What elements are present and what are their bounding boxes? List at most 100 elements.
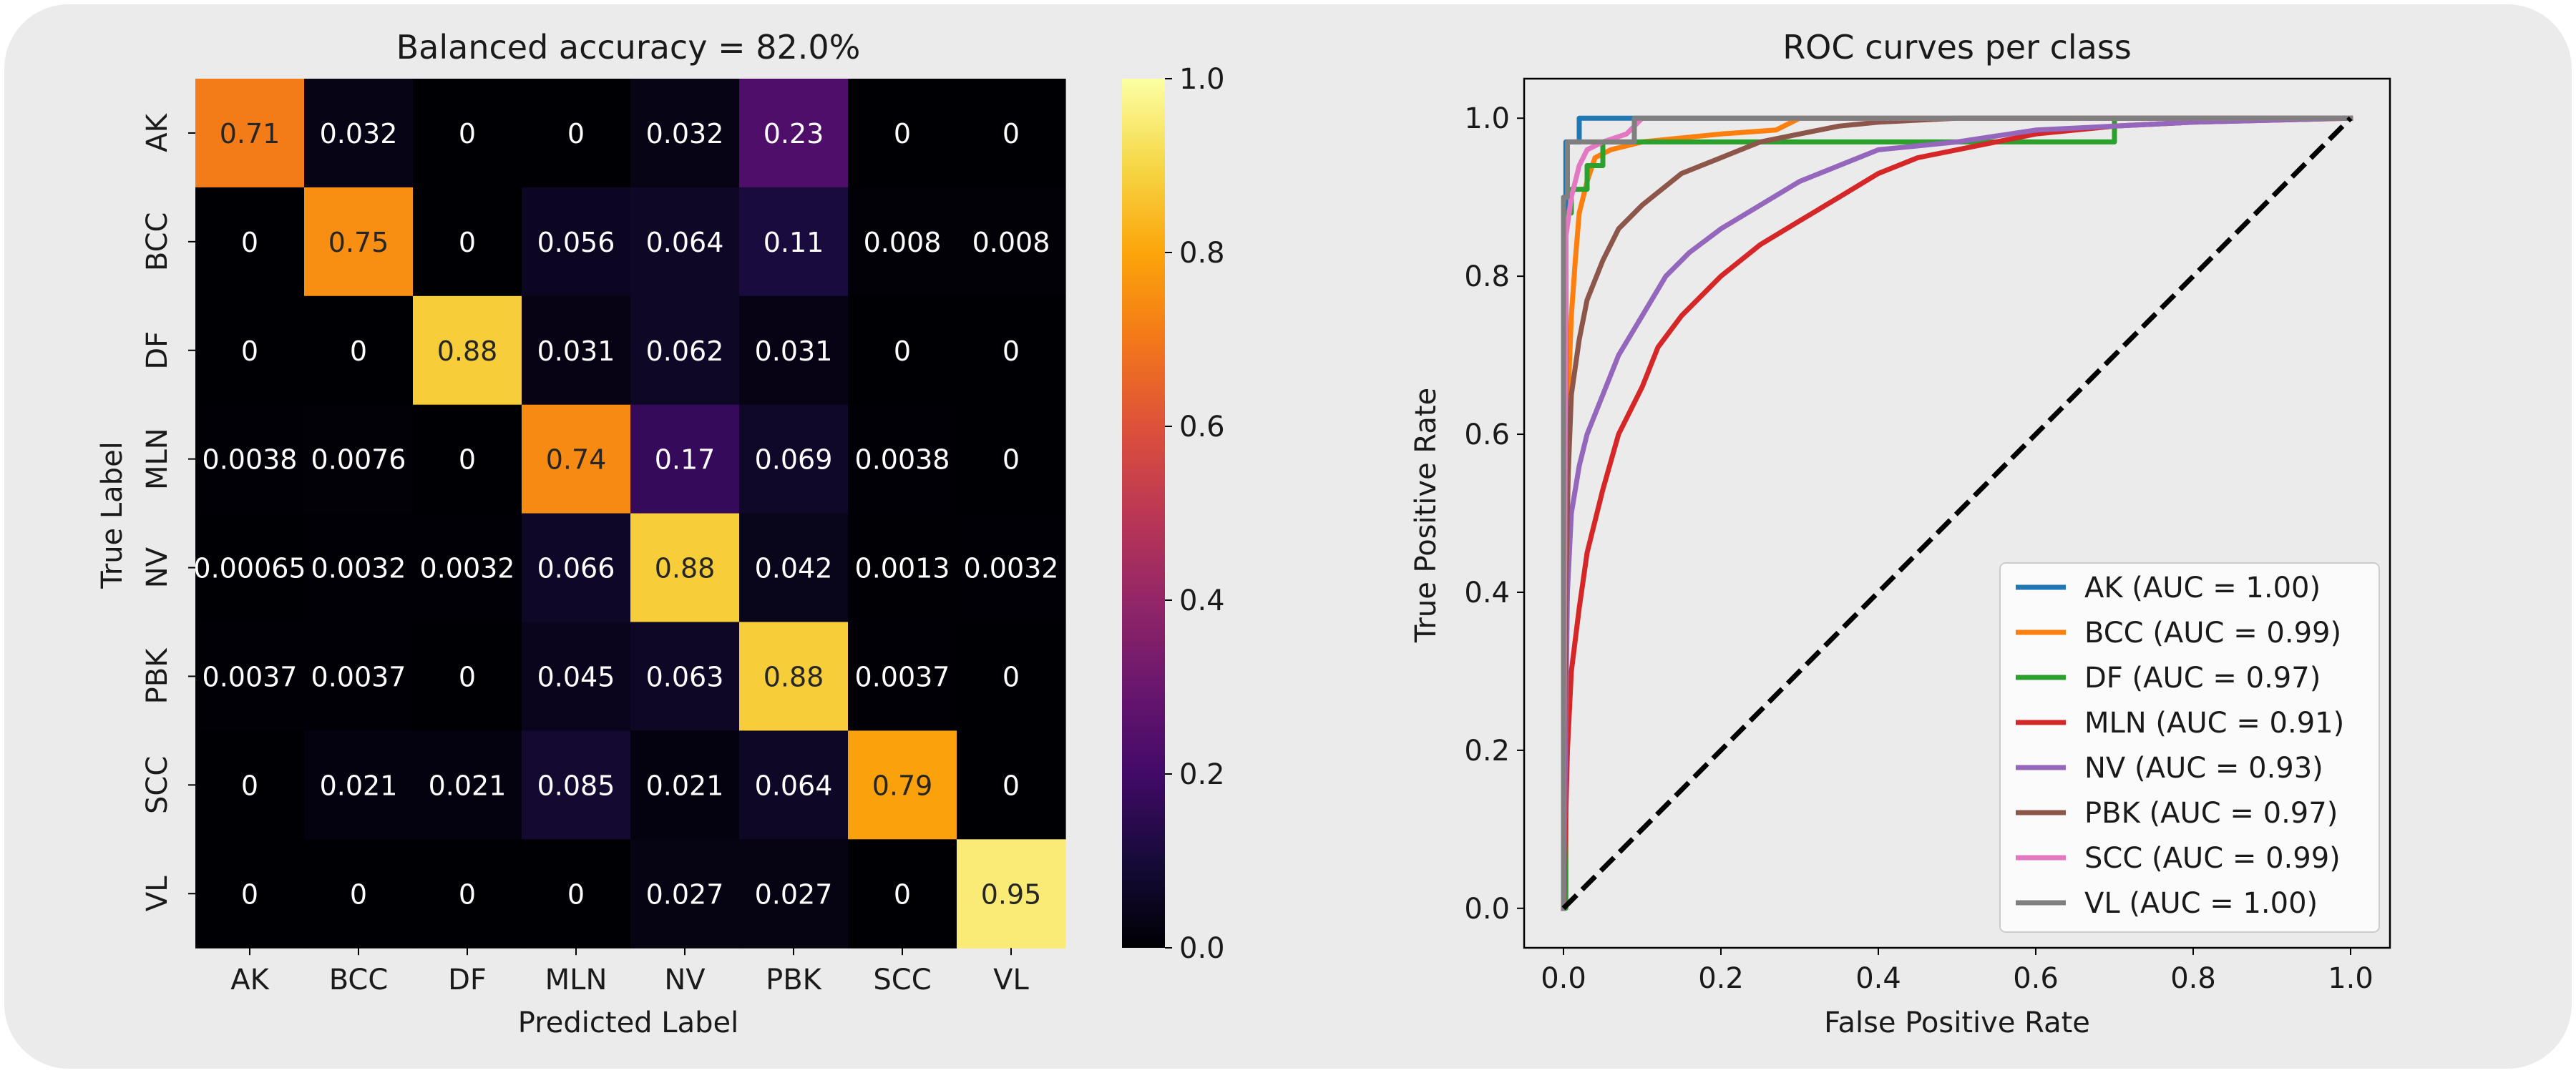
heatmap-cell-label: 0.032 (646, 118, 724, 150)
heatmap-x-tick-label: BCC (329, 964, 389, 996)
heatmap-cell (195, 79, 305, 188)
heatmap-cell-label: 0.027 (646, 878, 724, 910)
roc-legend-label: VL (AUC = 1.00) (2084, 887, 2318, 920)
heatmap-cell-label: 0.021 (320, 770, 398, 801)
roc-y-tick-label: 0.4 (1464, 577, 1510, 609)
heatmap-cell (522, 404, 631, 514)
heatmap-cell-label: 0.066 (537, 553, 615, 584)
heatmap-grid: 0.71 0.032 0 0 0.032 0.23 0 0 0 0.75 0 0.056 0.064 0.… (193, 79, 1066, 949)
heatmap-cell (630, 839, 740, 949)
heatmap-cell-label: 0.79 (872, 770, 933, 801)
heatmap-cell (522, 295, 631, 406)
roc-y-tick-label: 0.6 (1464, 418, 1510, 451)
roc-x-tick-label: 0.4 (1855, 962, 1901, 995)
heatmap-cell (630, 622, 740, 731)
heatmap-cell (522, 622, 631, 731)
heatmap-cell-label: 0 (459, 444, 476, 476)
heatmap-cell (957, 404, 1066, 514)
heatmap-x-tick-label: DF (448, 964, 487, 996)
heatmap-cell (630, 730, 740, 840)
heatmap-cell-label: 0.17 (655, 444, 716, 476)
roc-series-line (1561, 115, 2353, 911)
heatmap-cell-label: 0 (241, 227, 258, 258)
heatmap-cell (304, 404, 414, 514)
roc-lines (1561, 115, 2353, 911)
heatmap-cell (739, 513, 849, 623)
colorbar-tick-label: 0.2 (1179, 758, 1225, 791)
heatmap-cell (848, 730, 957, 840)
heatmap-cell (957, 839, 1066, 949)
heatmap-cell-label: 0.11 (763, 227, 824, 258)
heatmap-cell (413, 730, 522, 840)
heatmap-cell-label: 0 (894, 335, 911, 367)
roc-y-axis-label: True Positive Rate (1410, 388, 1443, 643)
heatmap-cell (195, 404, 305, 514)
heatmap-cell-label: 0 (459, 661, 476, 692)
heatmap-cell (413, 187, 522, 297)
heatmap-cell-label: 0 (459, 118, 476, 150)
heatmap-cell (304, 622, 414, 731)
heatmap-cell (957, 513, 1066, 623)
heatmap-cell-label: 0.0038 (855, 444, 950, 476)
heatmap-cell-label: 0.0037 (311, 661, 406, 692)
heatmap-cell (957, 187, 1066, 297)
roc-chance-line (1561, 116, 2353, 911)
roc-series-line (1561, 115, 2353, 911)
roc-y-axis: 0.0 0.2 0.4 0.6 0.8 1.0 (1464, 102, 1524, 926)
heatmap-cell-label: 0.0076 (311, 444, 406, 476)
heatmap-cell-label: 0 (459, 878, 476, 910)
roc-x-axis-label: False Positive Rate (1824, 1006, 2090, 1039)
heatmap-cell-label: 0.23 (763, 118, 824, 150)
heatmap-cell (522, 513, 631, 623)
heatmap-cell (957, 79, 1066, 188)
heatmap-y-axis: AK BCC DF MLN NV PBK SCC VL (141, 112, 195, 911)
heatmap-cell-label: 0 (567, 118, 585, 150)
heatmap-cell (522, 187, 631, 297)
heatmap-cell (739, 404, 849, 514)
heatmap-cell (413, 79, 522, 188)
heatmap-cell (413, 295, 522, 406)
heatmap-cell-label: 0.021 (429, 770, 507, 801)
heatmap-cell (522, 730, 631, 840)
heatmap-cell (630, 295, 740, 406)
heatmap-cell-label: 0.021 (646, 770, 724, 801)
heatmap-cell (630, 187, 740, 297)
heatmap-y-tick-label: PBK (141, 647, 174, 705)
heatmap-cell-label: 0.0037 (203, 661, 298, 692)
heatmap-cell (304, 730, 414, 840)
heatmap-cell-label: 0.0037 (855, 661, 950, 692)
heatmap-cell-label: 0.00065 (193, 553, 306, 584)
heatmap-cell (957, 295, 1066, 406)
heatmap-cell (848, 839, 957, 949)
heatmap-cell (630, 513, 740, 623)
heatmap-cell (195, 839, 305, 949)
heatmap-cell (522, 79, 631, 188)
heatmap-y-tick-label: MLN (141, 428, 174, 490)
roc-series-line (1561, 115, 2353, 911)
heatmap-cell (739, 839, 849, 949)
roc-y-tick-label: 0.2 (1464, 735, 1510, 768)
roc-x-tick-label: 0.0 (1541, 962, 1586, 995)
roc-legend-label: AK (AUC = 1.00) (2084, 572, 2321, 604)
heatmap-x-tick-label: SCC (873, 964, 931, 996)
heatmap-cell (304, 187, 414, 297)
heatmap-cell-label: 0 (241, 335, 258, 367)
heatmap-cell (522, 839, 631, 949)
heatmap-cell-label: 0.0038 (203, 444, 298, 476)
heatmap-cell (304, 839, 414, 949)
roc-legend-label: SCC (AUC = 0.99) (2084, 842, 2341, 875)
heatmap-cell-label: 0 (1002, 335, 1020, 367)
heatmap-cell (739, 622, 849, 731)
heatmap-cell (848, 295, 957, 406)
heatmap-cell (739, 295, 849, 406)
heatmap-x-tick-label: AK (230, 964, 270, 996)
heatmap-x-tick-label: PBK (766, 964, 823, 996)
roc-series-line (1561, 115, 2353, 911)
heatmap-cell-label: 0.069 (755, 444, 833, 476)
roc-series-line (1561, 115, 2353, 911)
heatmap-x-tick-label: VL (993, 964, 1029, 996)
heatmap-cell (195, 730, 305, 840)
heatmap-cell (304, 79, 414, 188)
heatmap-cell-label: 0.045 (537, 661, 615, 692)
heatmap-cell (848, 79, 957, 188)
